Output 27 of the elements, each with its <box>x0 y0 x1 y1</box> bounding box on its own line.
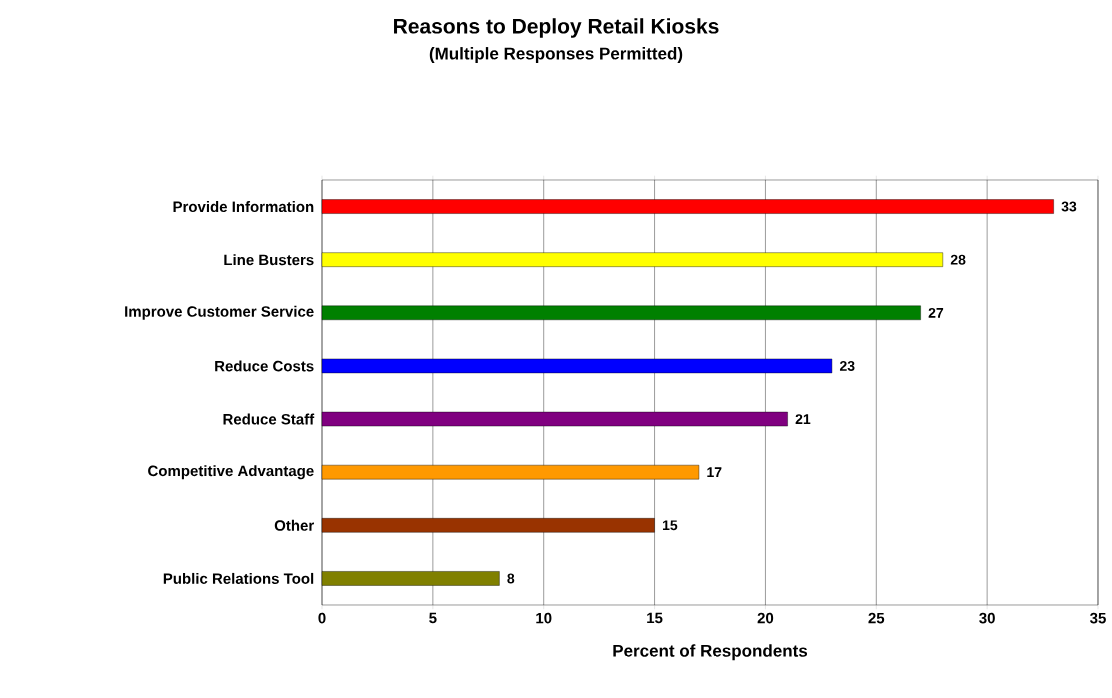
x-tick-label: 25 <box>868 612 885 624</box>
data-label: 23 <box>839 360 855 371</box>
x-tick-label: 30 <box>979 612 995 624</box>
data-label: 33 <box>1061 201 1077 212</box>
data-label: 15 <box>662 520 678 531</box>
y-tick-label: Reduce Staff <box>223 413 315 425</box>
data-label: 8 <box>507 573 515 584</box>
y-tick-label: Public Relations Tool <box>163 572 314 584</box>
x-tick-label: 15 <box>647 612 663 624</box>
data-label: 21 <box>795 414 811 424</box>
x-axis-title: Percent of Respondents <box>613 644 808 661</box>
x-tick-label: 35 <box>1090 612 1106 624</box>
x-tick-label: 20 <box>757 612 774 624</box>
x-tick-label: 0 <box>318 612 326 624</box>
x-tick-label: 10 <box>536 612 552 624</box>
data-label: 27 <box>928 307 944 318</box>
chart-subtitle: (Multiple Responses Permitted) <box>429 47 683 63</box>
y-tick-label: Line Busters <box>224 254 314 266</box>
y-tick-label: Other <box>274 519 314 531</box>
y-tick-label: Improve Customer Service <box>125 305 314 320</box>
y-tick-label: Provide Information <box>173 201 314 213</box>
chart-title: Reasons to Deploy Retail Kiosks <box>394 18 719 38</box>
data-label: 17 <box>707 467 722 477</box>
y-tick-label: Competitive Advantage <box>148 465 314 480</box>
data-label: 28 <box>950 254 966 265</box>
y-tick-label: Reduce Costs <box>215 360 314 372</box>
x-tick-label: 5 <box>429 612 437 624</box>
